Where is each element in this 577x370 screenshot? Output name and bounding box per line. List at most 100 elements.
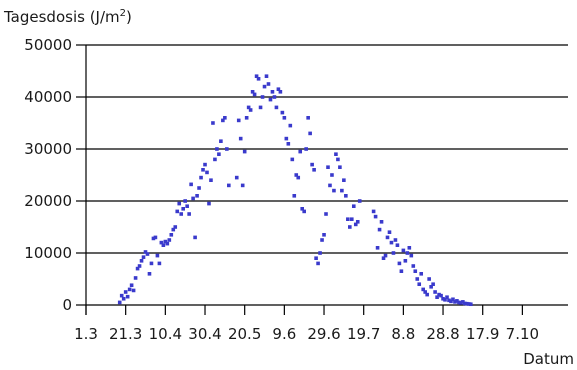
data-point: [292, 194, 297, 198]
data-point: [211, 121, 215, 125]
data-point: [465, 301, 469, 306]
data-point: [215, 147, 219, 151]
data-point: [187, 212, 191, 216]
data-point: [407, 246, 412, 250]
data-point: [399, 269, 404, 273]
data-point: [413, 269, 418, 273]
data-point: [272, 95, 277, 99]
data-point: [342, 178, 346, 182]
data-point: [348, 225, 352, 229]
data-point: [316, 261, 320, 266]
data-point: [403, 259, 408, 263]
data-point: [433, 290, 437, 294]
data-point: [209, 178, 213, 182]
data-point: [423, 290, 427, 294]
data-point: [195, 194, 199, 198]
y-tick-labels: 0 10000 20000 30000 40000 50000: [24, 36, 72, 314]
x-tick-labels: 1.3 21.3 10.4 30.4 20.5 9.6 29.6 19.7 8.8 28.8 17.…: [74, 325, 539, 343]
y-tick-label: 0: [62, 296, 72, 314]
y-tick-label: 40000: [24, 88, 72, 106]
data-point: [155, 253, 160, 258]
data-point: [300, 207, 305, 211]
data-point: [351, 204, 356, 208]
data-point: [165, 241, 170, 246]
data-point: [143, 250, 148, 254]
data-point: [395, 243, 400, 247]
data-point: [379, 220, 384, 224]
data-point: [314, 256, 318, 260]
data-point: [371, 209, 376, 214]
data-point: [419, 272, 424, 276]
data-point: [278, 90, 283, 94]
data-point: [383, 253, 388, 258]
data-point: [248, 108, 253, 112]
data-point: [135, 266, 140, 271]
data-point: [157, 261, 162, 266]
data-point: [463, 301, 467, 306]
data-point: [431, 282, 435, 286]
x-tick-label: 29.6: [307, 325, 340, 343]
data-point: [131, 288, 136, 293]
x-tick-label: 7.10: [506, 325, 539, 343]
data-point: [151, 236, 156, 241]
data-point: [336, 157, 340, 162]
y-axis-title: Tagesdosis (J/m2): [3, 8, 132, 26]
x-tick-label: 19.7: [347, 325, 380, 343]
data-point: [141, 255, 146, 259]
data-point: [381, 256, 386, 260]
data-point: [445, 295, 449, 299]
data-point: [161, 243, 166, 247]
data-point: [225, 147, 229, 151]
data-point: [127, 287, 132, 292]
data-point: [294, 173, 299, 177]
data-point: [467, 302, 471, 306]
data-point: [377, 227, 382, 232]
data-point: [409, 253, 414, 258]
data-point: [332, 188, 336, 193]
data-point: [137, 264, 142, 268]
data-point: [276, 87, 281, 91]
axes: [76, 44, 568, 315]
data-point: [455, 299, 459, 303]
gridlines: [86, 44, 568, 254]
data-point: [217, 152, 221, 156]
data-point: [417, 282, 422, 286]
y-tick-label: 50000: [24, 36, 72, 54]
data-point: [274, 105, 279, 110]
data-point: [227, 183, 231, 188]
data-point: [121, 296, 126, 301]
data-point: [437, 292, 441, 297]
data-point: [246, 105, 251, 110]
data-point: [175, 209, 180, 214]
data-point: [177, 201, 182, 206]
data-point: [421, 287, 426, 292]
data-point: [179, 212, 184, 216]
data-point: [183, 199, 187, 203]
data-point: [145, 252, 150, 256]
data-point: [286, 142, 291, 146]
data-point: [250, 90, 255, 94]
data-point: [451, 297, 455, 302]
data-point: [153, 235, 158, 240]
data-point: [298, 149, 303, 154]
data-point: [123, 290, 128, 294]
data-point: [405, 251, 410, 255]
data-point: [355, 220, 360, 224]
data-point: [270, 90, 275, 94]
data-point: [207, 201, 211, 206]
data-point: [117, 300, 122, 305]
data-point: [425, 292, 429, 297]
data-point: [133, 276, 138, 280]
data-point: [334, 152, 338, 156]
data-point: [349, 217, 354, 221]
data-point: [296, 175, 301, 180]
data-point: [139, 259, 144, 263]
data-point: [391, 251, 396, 255]
data-point: [240, 183, 245, 188]
data-point: [244, 116, 249, 120]
data-point: [461, 300, 465, 304]
data-point: [254, 74, 259, 78]
data-point: [469, 302, 473, 307]
data-point: [266, 82, 271, 86]
x-axis-title: Datum: [523, 350, 574, 368]
